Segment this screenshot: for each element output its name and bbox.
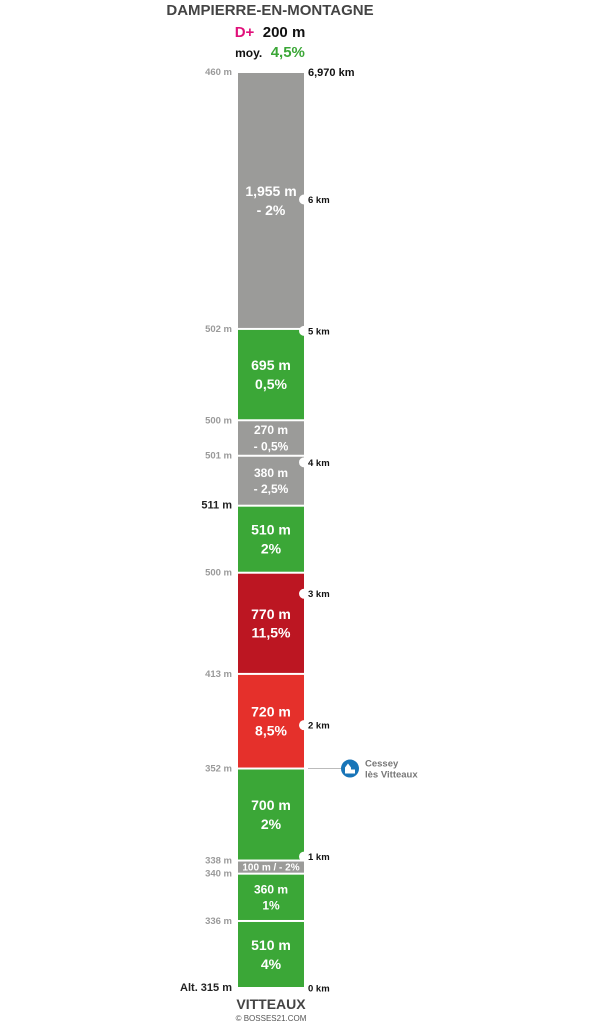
km-marker-label: 1 km [308,852,330,863]
village-name-line2: lès Vitteaux [365,770,418,781]
km-marker-notch [299,194,309,205]
altitude-label: 460 m [205,67,232,78]
segment-length-label: 100 m / - 2% [242,863,299,874]
village-name-line1: Cessey [365,759,399,770]
altitude-label: 500 m [205,415,232,426]
altitude-labels: Alt. 315 m 336 m 340 m 338 m 352 m 413 m 500 m… [180,67,232,994]
segment-gradient-label: 2% [261,541,282,557]
segment-bar [238,674,304,768]
church-glyph [345,763,355,774]
altitude-label: 501 m [205,451,232,462]
elevation-gain: D+ 200 m [235,24,306,41]
start-name: VITTEAUX [236,996,306,1012]
elevation-gain-value: 200 m [263,24,306,41]
average-gradient-value: 4,5% [271,44,305,61]
km-markers: 0 km 1 km 2 km 3 km 4 km 5 km 6 km [299,194,330,995]
segment-gradient-label: 11,5% [252,625,291,641]
segment-bar [238,921,304,987]
segment-gradient-label: - 2% [257,202,286,218]
segment-bar [238,861,304,873]
km-marker-label: 3 km [308,589,330,600]
km-marker-label: 0 km [308,984,330,995]
segment-bar [238,329,304,420]
km-marker-notch [299,720,309,731]
segment-bar [238,573,304,673]
altitude-label: 336 m [205,916,232,927]
segment-length-label: 770 m [251,606,291,622]
km-marker-notch [299,457,309,468]
segment-labels: 510 m 4% 360 m 1% 100 m / - 2% 700 m 2% 720 m 8,… [242,183,299,972]
segment-bar [238,421,304,455]
km-marker-label: 5 km [308,326,330,337]
altitude-label: 352 m [205,764,232,775]
segment-length-label: 695 m [251,357,291,373]
segment-bar [238,73,304,328]
altitude-label: Alt. 315 m [180,982,232,994]
segment-bars [238,73,304,987]
segment-length-label: 700 m [251,797,291,813]
average-gradient-prefix: moy. [235,46,262,60]
segment-length-label: 1,955 m [245,183,296,199]
km-marker-notch [299,325,309,336]
credit-text: © BOSSES21.COM [236,1014,307,1023]
km-marker-notch [299,851,309,862]
segment-length-label: 270 m [254,423,288,437]
km-marker-label: 2 km [308,721,330,732]
segment-bar [238,769,304,860]
segment-length-label: 510 m [251,522,291,538]
altitude-label: 413 m [205,669,232,680]
segment-gradient-label: 4% [261,956,282,972]
segment-gradient-label: 1% [262,899,280,913]
total-distance-label: 6,970 km [308,67,355,79]
summit-name: DAMPIERRE-EN-MONTAGNE [166,2,373,19]
segment-bar [238,874,304,920]
altitude-label: 511 m [201,500,232,512]
segment-gradient-label: 8,5% [255,723,287,739]
segment-length-label: 720 m [251,704,291,720]
elevation-gain-prefix: D+ [235,24,255,41]
altitude-label: 500 m [205,568,232,579]
segment-length-label: 360 m [254,882,288,896]
segment-length-label: 380 m [254,466,288,480]
altitude-label: 502 m [205,324,232,335]
km-marker-label: 4 km [308,458,330,469]
segment-gradient-label: 0,5% [255,376,287,392]
km-marker-label: 6 km [308,195,330,206]
segment-gradient-label: - 0,5% [254,439,289,453]
average-gradient: moy. 4,5% [235,44,305,61]
altitude-label: 338 m [205,856,232,867]
segment-gradient-label: - 2,5% [254,482,289,496]
segment-bar [238,456,304,505]
segment-bar [238,506,304,572]
segment-length-label: 510 m [251,937,291,953]
km-marker-notch [299,588,309,599]
altitude-label: 340 m [205,869,232,880]
segment-gradient-label: 2% [261,816,282,832]
